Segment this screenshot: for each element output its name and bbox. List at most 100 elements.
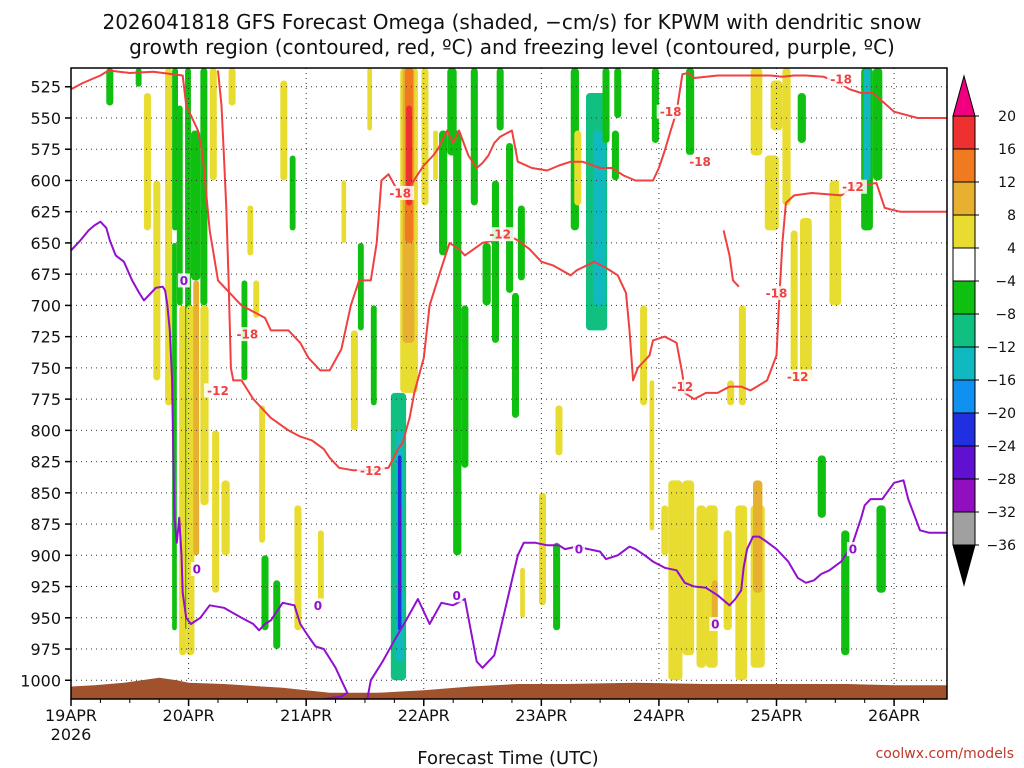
dgz-contour-label-bg (356, 463, 385, 478)
omega-cell (491, 180, 500, 343)
omega-cell (153, 180, 161, 381)
colorbar-swatch (952, 115, 976, 150)
colorbar: 20 16 12 8 4 −4 −8 −12 −16 −20 −24 −28 −32 −36 (952, 74, 1016, 587)
plot-frame (70, 67, 948, 700)
colorbar-label: −28 (986, 472, 1016, 488)
dgz-contour-label: -18 (766, 286, 788, 300)
colorbar-bottom-arrow (952, 544, 976, 587)
colorbar-swatch (952, 247, 976, 282)
dgz-contour-label-bg (386, 185, 415, 200)
colorbar-label: −4 (995, 274, 1016, 290)
omega-cell (782, 68, 791, 206)
dgz-contours (71, 69, 947, 472)
x-tick-label: 22APR (398, 706, 450, 725)
freezing-level-label: 0 (314, 599, 322, 613)
omega-cell (212, 430, 220, 593)
colorbar-swatch (952, 379, 976, 414)
y-tick-label: 675 (30, 265, 61, 284)
freezing-level-line (71, 220, 349, 699)
omega-cell (106, 68, 114, 106)
omega-cell (470, 68, 478, 206)
dgz-contour-line (217, 70, 947, 472)
omega-cell (186, 305, 195, 656)
omega-cell (253, 280, 260, 318)
omega-cell (221, 480, 230, 556)
omega-cell (668, 480, 683, 681)
dgz-contour-label: -18 (389, 186, 411, 200)
omega-cell (433, 130, 438, 181)
y-tick-label: 625 (30, 203, 61, 222)
omega-cell (651, 68, 659, 143)
omega-cell (193, 280, 200, 556)
dgz-contour-label-bg (486, 227, 515, 242)
freezing-level-label-bg (450, 588, 463, 603)
omega-cell (496, 68, 504, 131)
colorbar-swatch (952, 445, 976, 480)
y-tick-label: 600 (30, 171, 61, 190)
omega-cell (439, 130, 448, 256)
omega-cell (317, 530, 324, 606)
x-tick-label: 19APR (45, 706, 97, 725)
dgz-contour-label: -12 (842, 180, 864, 194)
y-tick-label: 875 (30, 515, 61, 534)
colorbar-label: 12 (998, 175, 1016, 191)
omega-cell (593, 130, 605, 306)
y-tick-label: 1000 (20, 671, 61, 690)
colorbar-swatch (952, 313, 976, 348)
y-tick-label: 650 (30, 234, 61, 253)
omega-cell (165, 68, 173, 406)
omega-cell (685, 68, 695, 156)
omega-cell (261, 555, 269, 631)
omega-cell (399, 505, 402, 593)
omega-cell (872, 68, 883, 181)
y-tick-label: 575 (30, 140, 61, 159)
chart-title-line1: 2026041818 GFS Forecast Omega (shaded, −… (102, 10, 921, 34)
omega-cell (280, 80, 288, 181)
omega-cell (727, 380, 735, 406)
y-tick-label: 775 (30, 390, 61, 409)
omega-cell (421, 68, 429, 206)
dgz-contour-label-bg (838, 179, 867, 194)
omega-cell (538, 492, 547, 606)
colorbar-label: 16 (998, 142, 1016, 158)
y-tick-label: 525 (30, 78, 61, 97)
dgz-contour-label: -12 (489, 228, 511, 242)
freezing-level-label: 0 (575, 543, 583, 557)
dgz-contour-label-bg (827, 72, 856, 87)
freezing-level-label: 0 (193, 563, 201, 577)
colorbar-label: 4 (1007, 241, 1016, 257)
freezing-level-label-bg (190, 562, 203, 577)
omega-cell (228, 68, 236, 106)
colorbar-swatch (952, 148, 976, 183)
y-tick-label: 550 (30, 109, 61, 128)
freezing-level-label-bg (311, 598, 324, 613)
omega-cell (738, 305, 746, 406)
x-axis-label: Forecast Time (UTC) (417, 748, 598, 768)
dgz-contour-label-bg (783, 369, 812, 384)
colorbar-swatch (952, 511, 976, 546)
y-tick-label: 850 (30, 484, 61, 503)
omega-cell (750, 68, 763, 156)
omega-cell (247, 205, 254, 256)
omega-cell (602, 68, 610, 143)
omega-cell (461, 305, 469, 468)
colorbar-swatch (952, 346, 976, 381)
dgz-contour-label: -18 (237, 328, 259, 342)
dgz-contour-label-bg (656, 104, 685, 119)
omega-cell (259, 405, 266, 543)
omega-cell (176, 105, 183, 306)
omega-cell (200, 305, 209, 506)
chart-title-line2: growth region (contoured, red, ºC) and f… (129, 35, 895, 59)
gridlines (70, 68, 947, 699)
dgz-contour-label-bg (686, 154, 715, 169)
dgz-contour-label: -18 (660, 105, 682, 119)
contour-labels: -18 -18 -18 -18 -18 -18 -12 -12 -12 -12 -12 -12 0 0 0 0… (177, 72, 867, 632)
x-tick-label: 25APR (750, 706, 802, 725)
omega-cell (876, 505, 886, 593)
omega-cell (841, 530, 850, 656)
dgz-contour-label-bg (668, 379, 697, 394)
y-tick-label: 950 (30, 609, 61, 628)
omega-cell (406, 105, 412, 206)
colorbar-label: −16 (986, 373, 1016, 389)
